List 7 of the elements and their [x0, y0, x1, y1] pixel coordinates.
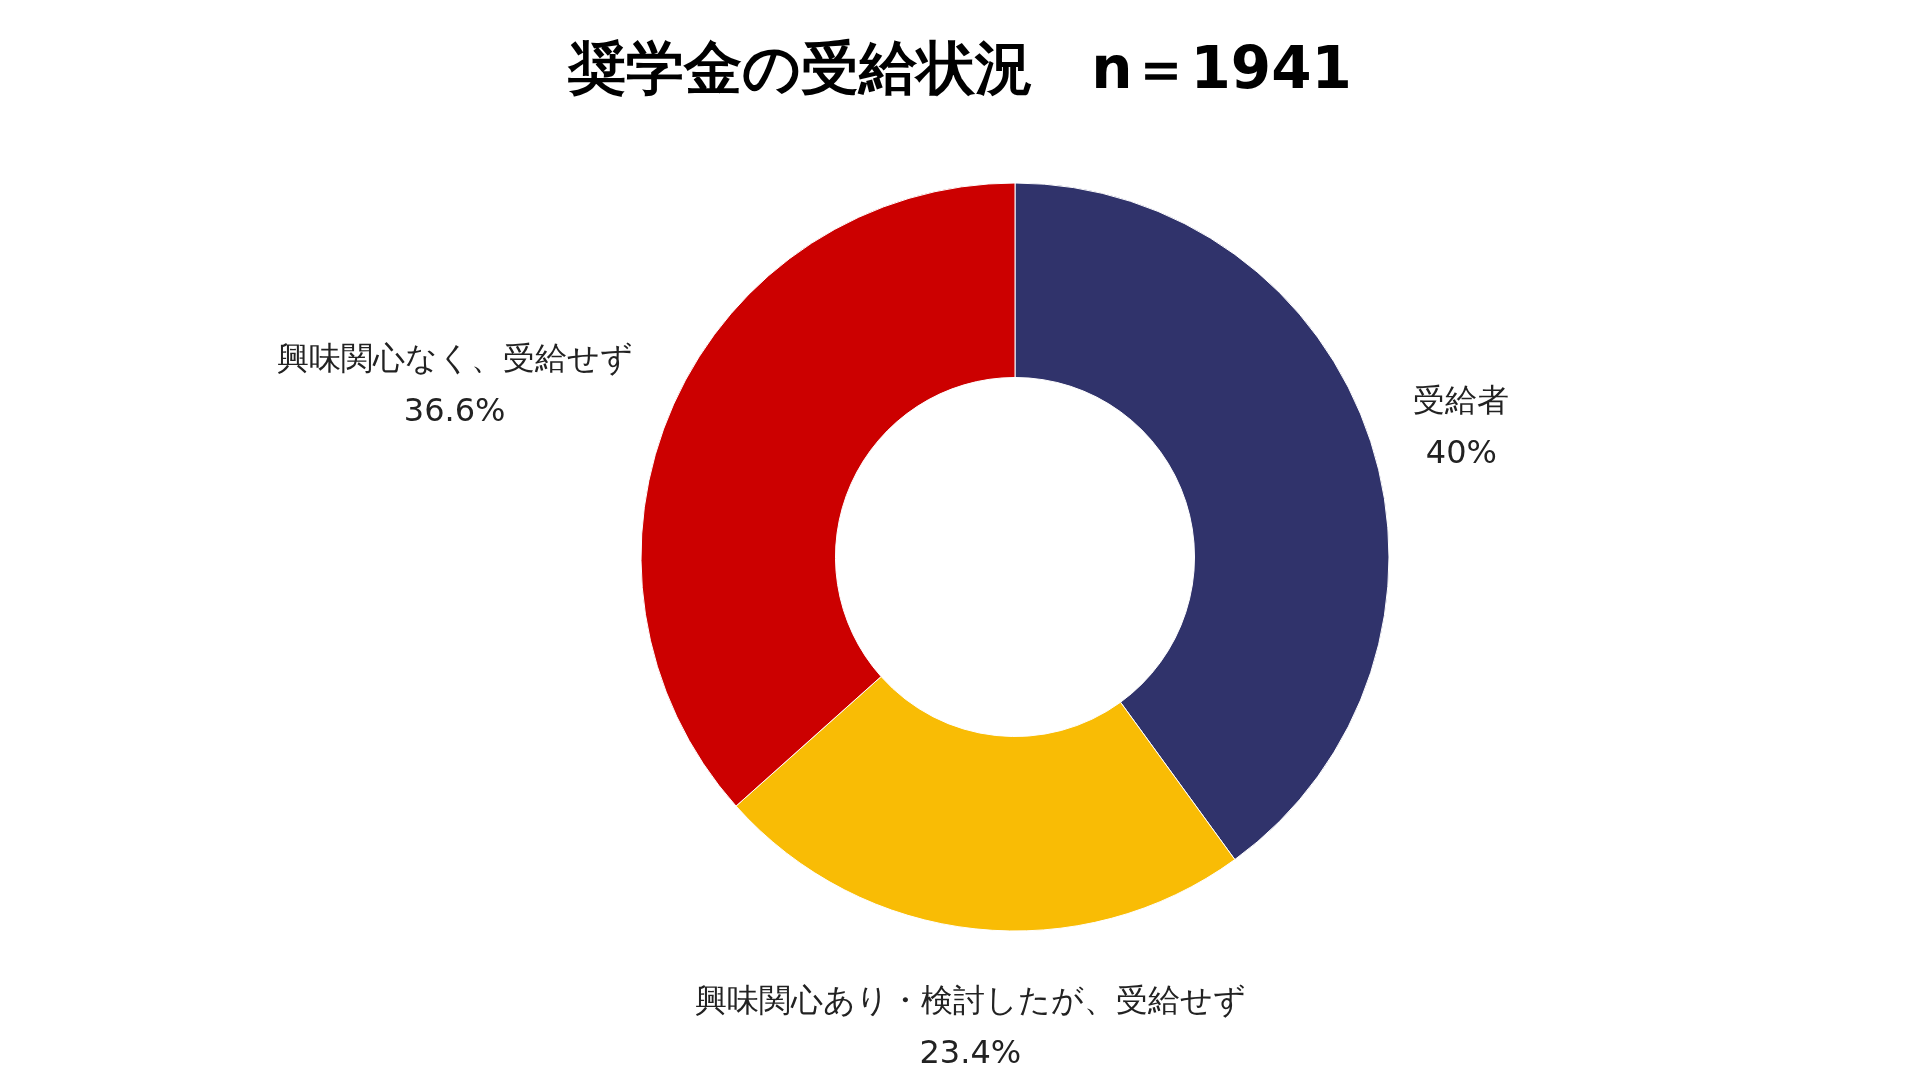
chart-title: 奨学金の受給状況 n＝1941 [567, 34, 1352, 102]
data-label: 23.4% [919, 1033, 1022, 1072]
data-label: 40% [1425, 432, 1497, 471]
slice-label: 受給者 [1413, 380, 1510, 419]
slice-label: 興味関心なく、受給せず [276, 338, 633, 377]
slice-label: 興味関心あり・検討したが、受給せず [694, 981, 1246, 1020]
data-label: 36.6% [403, 390, 506, 429]
